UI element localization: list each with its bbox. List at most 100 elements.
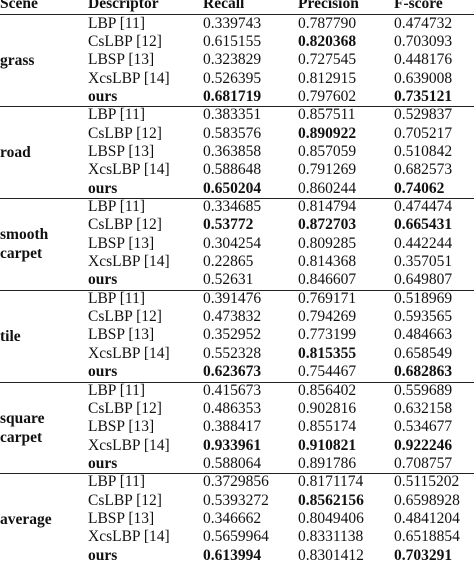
cell-fscore: 0.5115202 (394, 473, 460, 491)
cell-precision: 0.855174 (298, 418, 357, 436)
cell-fscore: 0.705217 (394, 124, 453, 142)
cell-descriptor: CsLBP [12] (88, 308, 162, 326)
header-recall: Recall (203, 0, 245, 12)
cell-precision: 0.8049406 (298, 509, 364, 527)
cell-precision: 0.8171174 (298, 473, 364, 491)
cell-descriptor: LBP [11] (88, 198, 145, 215)
cell-precision: 0.891786 (298, 454, 357, 472)
cell-fscore: 0.357051 (394, 253, 453, 271)
cell-precision: 0.794269 (298, 308, 357, 326)
cell-recall: 0.22865 (203, 253, 254, 271)
cell-recall: 0.383351 (203, 106, 262, 124)
cell-precision: 0.727545 (298, 51, 357, 69)
header-rule (0, 14, 474, 15)
header-scene: Scene (0, 0, 38, 12)
cell-descriptor: CsLBP [12] (88, 216, 162, 234)
group-rule (0, 473, 474, 474)
cell-fscore: 0.474474 (394, 198, 453, 215)
group-rule (0, 198, 474, 199)
cell-recall: 0.486353 (203, 399, 262, 417)
cell-fscore: 0.4841204 (394, 509, 460, 527)
cell-precision: 0.791269 (298, 161, 357, 179)
scene-label: average (0, 511, 52, 529)
cell-precision: 0.797602 (298, 87, 357, 105)
cell-fscore: 0.6518854 (394, 528, 460, 546)
cell-fscore: 0.632158 (394, 399, 453, 417)
cell-descriptor: LBP [11] (88, 473, 145, 491)
cell-fscore: 0.534677 (394, 418, 453, 436)
scene-label: square carpet (0, 409, 45, 446)
cell-descriptor: ours (88, 179, 118, 197)
cell-precision: 0.902816 (298, 399, 357, 417)
cell-fscore: 0.448176 (394, 51, 453, 69)
cell-fscore: 0.735121 (394, 87, 453, 105)
cell-recall: 0.391476 (203, 289, 262, 307)
header-fscore: F-score (394, 0, 443, 12)
cell-descriptor: LBP [11] (88, 289, 145, 307)
cell-precision: 0.890922 (298, 124, 357, 142)
cell-recall: 0.52631 (203, 271, 254, 289)
cell-recall: 0.613994 (203, 546, 262, 564)
cell-fscore: 0.682863 (394, 363, 453, 381)
cell-fscore: 0.665431 (394, 216, 453, 234)
cell-fscore: 0.510842 (394, 142, 453, 160)
cell-recall: 0.3729856 (203, 473, 269, 491)
cell-recall: 0.5659964 (203, 528, 269, 546)
cell-fscore: 0.639008 (394, 69, 453, 87)
cell-fscore: 0.74062 (394, 179, 445, 197)
cell-fscore: 0.708757 (394, 454, 453, 472)
cell-recall: 0.388417 (203, 418, 262, 436)
scene-label: tile (0, 327, 21, 345)
cell-descriptor: XcsLBP [14] (88, 69, 170, 87)
cell-recall: 0.304254 (203, 234, 262, 252)
header-precision: Precision (298, 0, 359, 12)
group-rule (0, 382, 474, 383)
cell-descriptor: ours (88, 363, 118, 381)
cell-precision: 0.769171 (298, 289, 357, 307)
cell-precision: 0.814368 (298, 253, 357, 271)
cell-fscore: 0.649807 (394, 271, 453, 289)
group-rule (0, 290, 474, 291)
cell-fscore: 0.474732 (394, 14, 453, 32)
cell-precision: 0.8562156 (298, 491, 364, 509)
cell-descriptor: CsLBP [12] (88, 491, 162, 509)
cell-recall: 0.363858 (203, 142, 262, 160)
cell-fscore: 0.682573 (394, 161, 453, 179)
cell-fscore: 0.703093 (394, 32, 453, 50)
cell-descriptor: CsLBP [12] (88, 32, 162, 50)
cell-descriptor: LBSP [13] (88, 142, 155, 160)
cell-precision: 0.856402 (298, 381, 357, 399)
cell-descriptor: LBP [11] (88, 381, 145, 399)
cell-recall: 0.53772 (203, 216, 254, 234)
cell-precision: 0.860244 (298, 179, 357, 197)
cell-precision: 0.910821 (298, 436, 357, 454)
cell-fscore: 0.593565 (394, 308, 453, 326)
cell-descriptor: XcsLBP [14] (88, 344, 170, 362)
cell-descriptor: ours (88, 454, 118, 472)
cell-descriptor: CsLBP [12] (88, 124, 162, 142)
cell-recall: 0.352952 (203, 326, 262, 344)
header-descriptor: Descriptor (88, 0, 159, 12)
cell-recall: 0.588064 (203, 454, 262, 472)
cell-precision: 0.857059 (298, 142, 357, 160)
cell-descriptor: LBSP [13] (88, 509, 155, 527)
cell-descriptor: XcsLBP [14] (88, 436, 170, 454)
cell-descriptor: XcsLBP [14] (88, 161, 170, 179)
cell-precision: 0.812915 (298, 69, 357, 87)
cell-precision: 0.814794 (298, 198, 357, 215)
cell-recall: 0.933961 (203, 436, 262, 454)
cell-fscore: 0.559689 (394, 381, 453, 399)
cell-descriptor: XcsLBP [14] (88, 528, 170, 546)
cell-descriptor: ours (88, 87, 118, 105)
cell-descriptor: LBSP [13] (88, 418, 155, 436)
cell-descriptor: XcsLBP [14] (88, 253, 170, 271)
cell-descriptor: CsLBP [12] (88, 399, 162, 417)
cell-precision: 0.754467 (298, 363, 357, 381)
cell-recall: 0.681719 (203, 87, 262, 105)
cell-precision: 0.809285 (298, 234, 357, 252)
group-rule (0, 106, 474, 107)
cell-precision: 0.872703 (298, 216, 357, 234)
cell-recall: 0.415673 (203, 381, 262, 399)
cell-descriptor: ours (88, 271, 118, 289)
